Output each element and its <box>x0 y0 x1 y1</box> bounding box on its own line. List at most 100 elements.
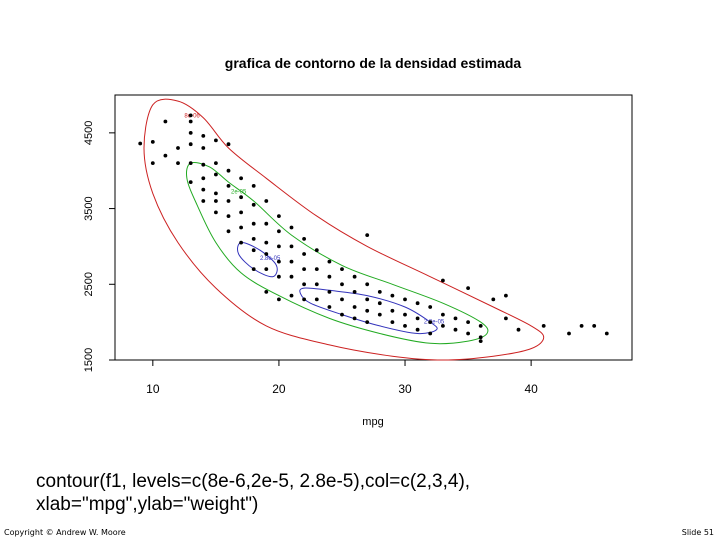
y-tick-label: 3500 <box>83 196 95 220</box>
scatter-point <box>226 229 231 234</box>
scatter-point <box>239 210 244 215</box>
scatter-point <box>264 240 269 245</box>
scatter-point <box>264 252 269 256</box>
contour-level-label: 2.8e-05 <box>260 256 281 262</box>
plot-frame <box>114 94 633 361</box>
scatter-point <box>579 324 584 328</box>
scatter-point <box>163 119 168 124</box>
scatter-point <box>188 180 193 185</box>
scatter-point <box>327 290 332 294</box>
slide-number: Slide 51 <box>681 528 714 537</box>
scatter-point <box>504 293 508 298</box>
scatter-point <box>264 267 269 271</box>
axis-layer: 10 20 30 40 1500 2500 3500 4500 <box>83 121 538 396</box>
scatter-point <box>201 199 206 203</box>
scatter-point <box>176 146 180 150</box>
scatter-point <box>352 316 357 321</box>
contour-level-label: 8e-06 <box>184 114 200 120</box>
scatter-point <box>365 320 370 324</box>
scatter-point <box>567 331 571 336</box>
scatter-point <box>289 274 294 279</box>
code-caption: contour(f1, levels=c(8e-6,2e-5, 2.8e-5),… <box>36 471 471 515</box>
scatter-point <box>214 210 218 215</box>
scatter-point <box>302 237 306 241</box>
scatter-point <box>277 214 281 219</box>
scatter-point <box>592 324 597 328</box>
scatter-point <box>226 214 231 219</box>
scatter-point <box>214 199 218 203</box>
scatter-point <box>239 176 244 181</box>
scatter-point <box>201 176 206 181</box>
chart-title: grafica de contorno de la densidad estim… <box>225 55 522 71</box>
scatter-point <box>365 233 370 238</box>
contour-level-label: 2.8e-05 <box>424 320 445 326</box>
scatter-point <box>428 331 433 336</box>
scatter-point <box>377 290 382 294</box>
scatter-point <box>314 267 319 271</box>
contour-scatter-chart: grafica de contorno de la densidad estim… <box>83 55 633 428</box>
scatter-point <box>327 274 332 279</box>
scatter-point <box>478 335 483 340</box>
scatter-point <box>214 191 218 196</box>
scatter-point <box>377 301 382 306</box>
scatter-point <box>289 244 294 249</box>
y-tick-label: 4500 <box>83 121 95 145</box>
scatter-point <box>466 286 470 290</box>
scatter-point <box>365 282 370 287</box>
scatter-point <box>314 297 319 302</box>
x-tick-label: 30 <box>398 382 412 396</box>
scatter-point <box>214 161 218 166</box>
scatter-point <box>415 301 420 306</box>
scatter-point <box>541 324 546 328</box>
copyright-footer: Copyright © Andrew W. Moore <box>4 528 126 537</box>
scatter-point <box>251 248 256 253</box>
scatter-point <box>314 282 319 287</box>
scatter-point <box>314 248 319 253</box>
scatter-point <box>201 146 206 150</box>
scatter-point <box>340 312 344 317</box>
x-axis-label: mpg <box>362 416 383 428</box>
points-layer <box>138 113 609 343</box>
scatter-point <box>251 184 256 188</box>
scatter-point <box>277 297 281 302</box>
scatter-point <box>441 324 445 328</box>
scatter-point <box>239 225 244 230</box>
scatter-point <box>277 229 281 234</box>
scatter-point <box>251 237 256 241</box>
scatter-point <box>201 187 206 192</box>
scatter-point <box>340 297 344 302</box>
scatter-point <box>352 290 357 294</box>
scatter-point <box>138 141 143 146</box>
scatter-point <box>403 297 407 302</box>
scatter-point <box>390 320 395 324</box>
scatter-point <box>403 324 407 328</box>
contour-line-1 <box>143 98 545 361</box>
scatter-point <box>188 119 193 124</box>
scatter-point <box>428 305 433 309</box>
scatter-point <box>377 312 382 317</box>
scatter-point <box>188 142 193 147</box>
scatter-point <box>264 199 269 203</box>
x-tick-label: 20 <box>272 382 286 396</box>
scatter-point <box>226 184 231 188</box>
scatter-point <box>604 331 609 336</box>
scatter-point <box>214 138 218 143</box>
scatter-point <box>226 199 231 203</box>
scatter-point <box>201 162 206 167</box>
scatter-point <box>516 327 521 332</box>
scatter-point <box>163 153 168 158</box>
scatter-point <box>441 278 445 283</box>
scatter-point <box>327 259 332 264</box>
scatter-point <box>289 293 294 298</box>
scatter-point <box>453 316 458 321</box>
scatter-point <box>365 308 370 313</box>
scatter-point <box>390 293 395 298</box>
contour-line-3 <box>237 242 278 278</box>
y-tick-label: 1500 <box>83 348 95 372</box>
scatter-point <box>466 320 470 324</box>
scatter-point <box>340 282 344 287</box>
scatter-point <box>327 305 332 309</box>
scatter-point <box>302 297 306 302</box>
scatter-point <box>150 161 155 166</box>
